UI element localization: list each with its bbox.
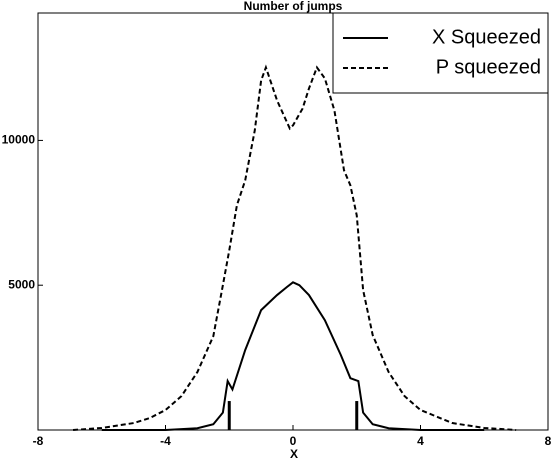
y-tick-label: 5000 bbox=[8, 277, 35, 291]
legend-box bbox=[332, 12, 549, 94]
x-tick-label: 0 bbox=[290, 434, 297, 448]
line-series bbox=[101, 281, 485, 431]
x-tick-label: 4 bbox=[417, 434, 424, 448]
y-tick-label: 10000 bbox=[2, 133, 36, 147]
legend-label: P squeezed bbox=[436, 56, 541, 78]
x-tick-label: 8 bbox=[545, 434, 552, 448]
x-tick-label: -8 bbox=[33, 434, 44, 448]
line-series bbox=[72, 64, 517, 431]
x-tick-label: -4 bbox=[160, 434, 171, 448]
legend-label: X Squeezed bbox=[432, 26, 541, 48]
chart-title: Number of jumps bbox=[244, 0, 343, 13]
x-axis-label: X bbox=[290, 447, 298, 461]
